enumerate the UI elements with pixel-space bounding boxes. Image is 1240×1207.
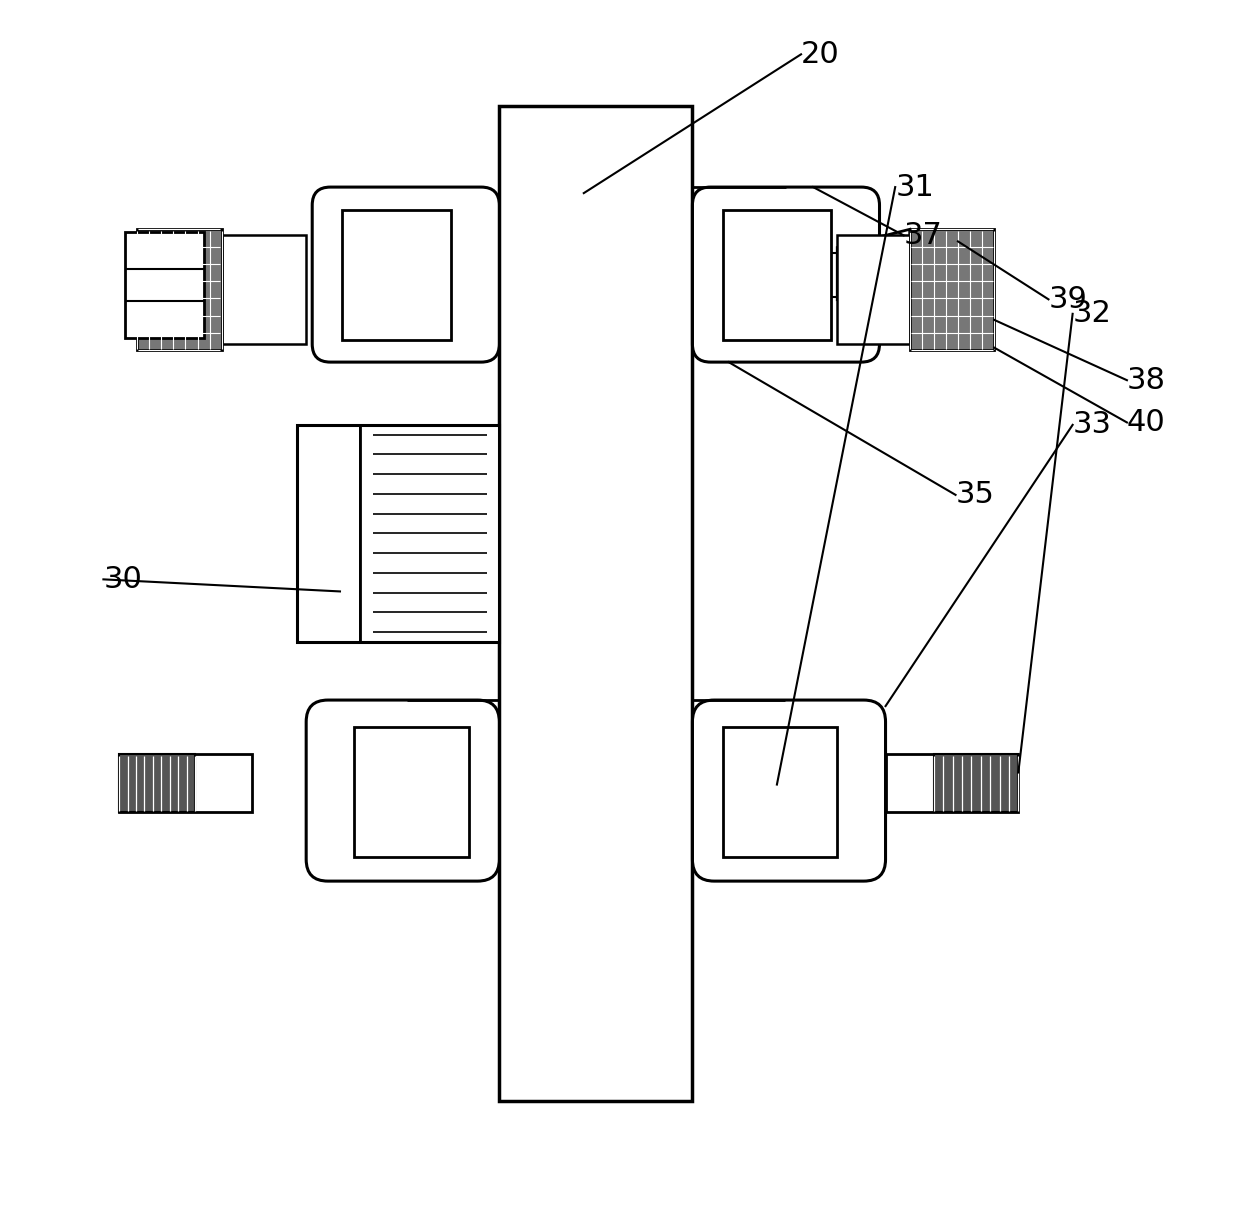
Bar (837, 235, 910, 344)
Text: 39: 39 (1049, 285, 1087, 314)
Text: 31: 31 (895, 173, 934, 202)
Text: 38: 38 (1127, 366, 1166, 395)
Bar (355, 727, 469, 857)
Bar (296, 425, 500, 642)
Text: 32: 32 (1073, 299, 1111, 328)
Bar (125, 232, 203, 338)
Text: 35: 35 (956, 480, 994, 509)
FancyBboxPatch shape (692, 187, 879, 362)
Text: 40: 40 (1127, 408, 1166, 437)
FancyBboxPatch shape (306, 700, 500, 881)
Bar (119, 754, 252, 812)
Bar (500, 106, 692, 1101)
Text: 20: 20 (801, 40, 839, 69)
Bar (934, 754, 1018, 812)
Bar (296, 425, 361, 642)
Bar (138, 229, 222, 350)
Bar (342, 210, 451, 340)
Bar (885, 754, 1018, 812)
Bar (723, 727, 837, 857)
Text: 30: 30 (103, 565, 143, 594)
Bar (222, 235, 306, 344)
Bar (723, 210, 831, 340)
Polygon shape (837, 229, 910, 299)
Text: 37: 37 (904, 221, 942, 250)
FancyBboxPatch shape (692, 700, 885, 881)
Text: 33: 33 (1073, 410, 1111, 439)
Bar (910, 229, 994, 350)
FancyBboxPatch shape (312, 187, 500, 362)
Bar (119, 754, 195, 812)
Bar (361, 425, 500, 642)
